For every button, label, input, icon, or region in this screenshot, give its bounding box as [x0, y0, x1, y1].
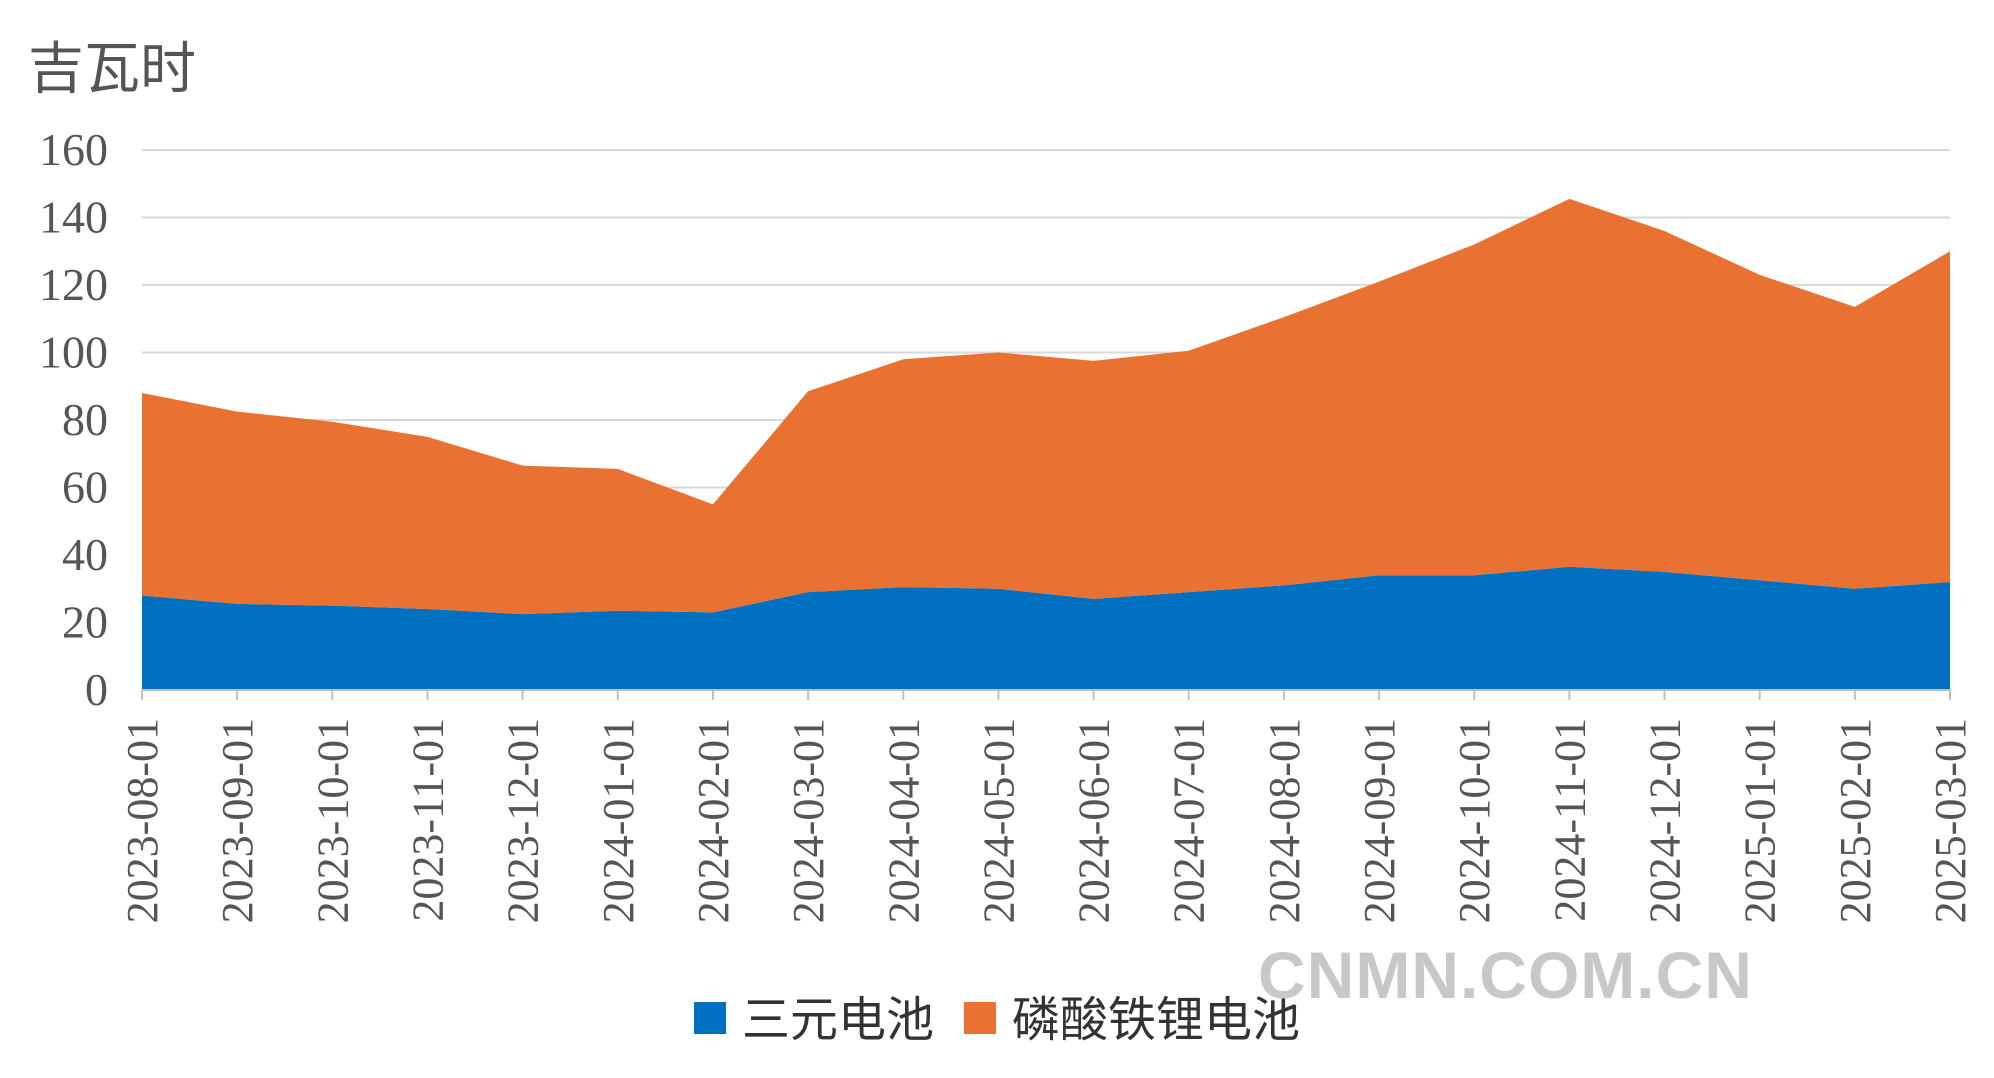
x-tick-label-0: 2023-08-01: [118, 718, 167, 923]
x-tick-label-14: 2024-10-01: [1450, 718, 1499, 923]
x-tick-label-5: 2024-01-01: [594, 718, 643, 923]
axes: [141, 689, 1951, 700]
y-tick-label-40: 40: [62, 529, 108, 580]
y-axis-unit-label: 吉瓦时: [28, 37, 196, 102]
plot-area: [142, 198, 1950, 690]
x-tick-label-3: 2023-11-01: [403, 718, 452, 922]
x-tick-label-12: 2024-08-01: [1260, 718, 1309, 923]
legend-label-1: 磷酸铁锂电池: [1012, 992, 1300, 1048]
y-tick-label-60: 60: [62, 462, 108, 513]
legend-label-0: 三元电池: [742, 992, 934, 1048]
area-series-0: [142, 566, 1950, 690]
x-tick-label-10: 2024-06-01: [1070, 718, 1119, 923]
y-tick-label-80: 80: [62, 394, 108, 445]
x-tick-label-17: 2025-01-01: [1736, 718, 1785, 923]
y-tick-label-140: 140: [39, 192, 108, 243]
legend-swatch-0: [694, 1002, 726, 1034]
x-tick-label-13: 2024-09-01: [1355, 718, 1404, 923]
y-axis-ticks: 0 20 40 60 80 100 120 140 160: [39, 124, 108, 715]
x-tick-label-7: 2024-03-01: [784, 718, 833, 923]
x-tick-label-15: 2024-11-01: [1545, 718, 1594, 922]
x-tick-label-18: 2025-02-01: [1831, 718, 1880, 923]
x-tick-label-1: 2023-09-01: [213, 718, 262, 923]
legend: 三元电池 磷酸铁锂电池: [694, 992, 1300, 1048]
x-tick-label-9: 2024-05-01: [974, 718, 1023, 923]
y-tick-label-160: 160: [39, 124, 108, 175]
x-tick-label-19: 2025-03-01: [1926, 718, 1975, 923]
x-tick-label-4: 2023-12-01: [499, 718, 548, 923]
x-tick-label-6: 2024-02-01: [689, 718, 738, 923]
legend-swatch-1: [964, 1002, 996, 1034]
area-series-1: [142, 198, 1950, 615]
y-tick-label-20: 20: [62, 597, 108, 648]
watermark-text: CNMN.COM.CN: [1258, 938, 1753, 1012]
y-tick-label-100: 100: [39, 327, 108, 378]
x-tick-label-11: 2024-07-01: [1165, 718, 1214, 923]
x-tick-label-2: 2023-10-01: [308, 718, 357, 923]
y-tick-label-0: 0: [85, 664, 108, 715]
x-axis-ticks: 2023-08-01 2023-09-01 2023-10-01 2023-11-01…: [118, 718, 1975, 923]
y-tick-label-120: 120: [39, 259, 108, 310]
x-tick-label-16: 2024-12-01: [1641, 718, 1690, 923]
x-tick-label-8: 2024-04-01: [879, 718, 928, 923]
